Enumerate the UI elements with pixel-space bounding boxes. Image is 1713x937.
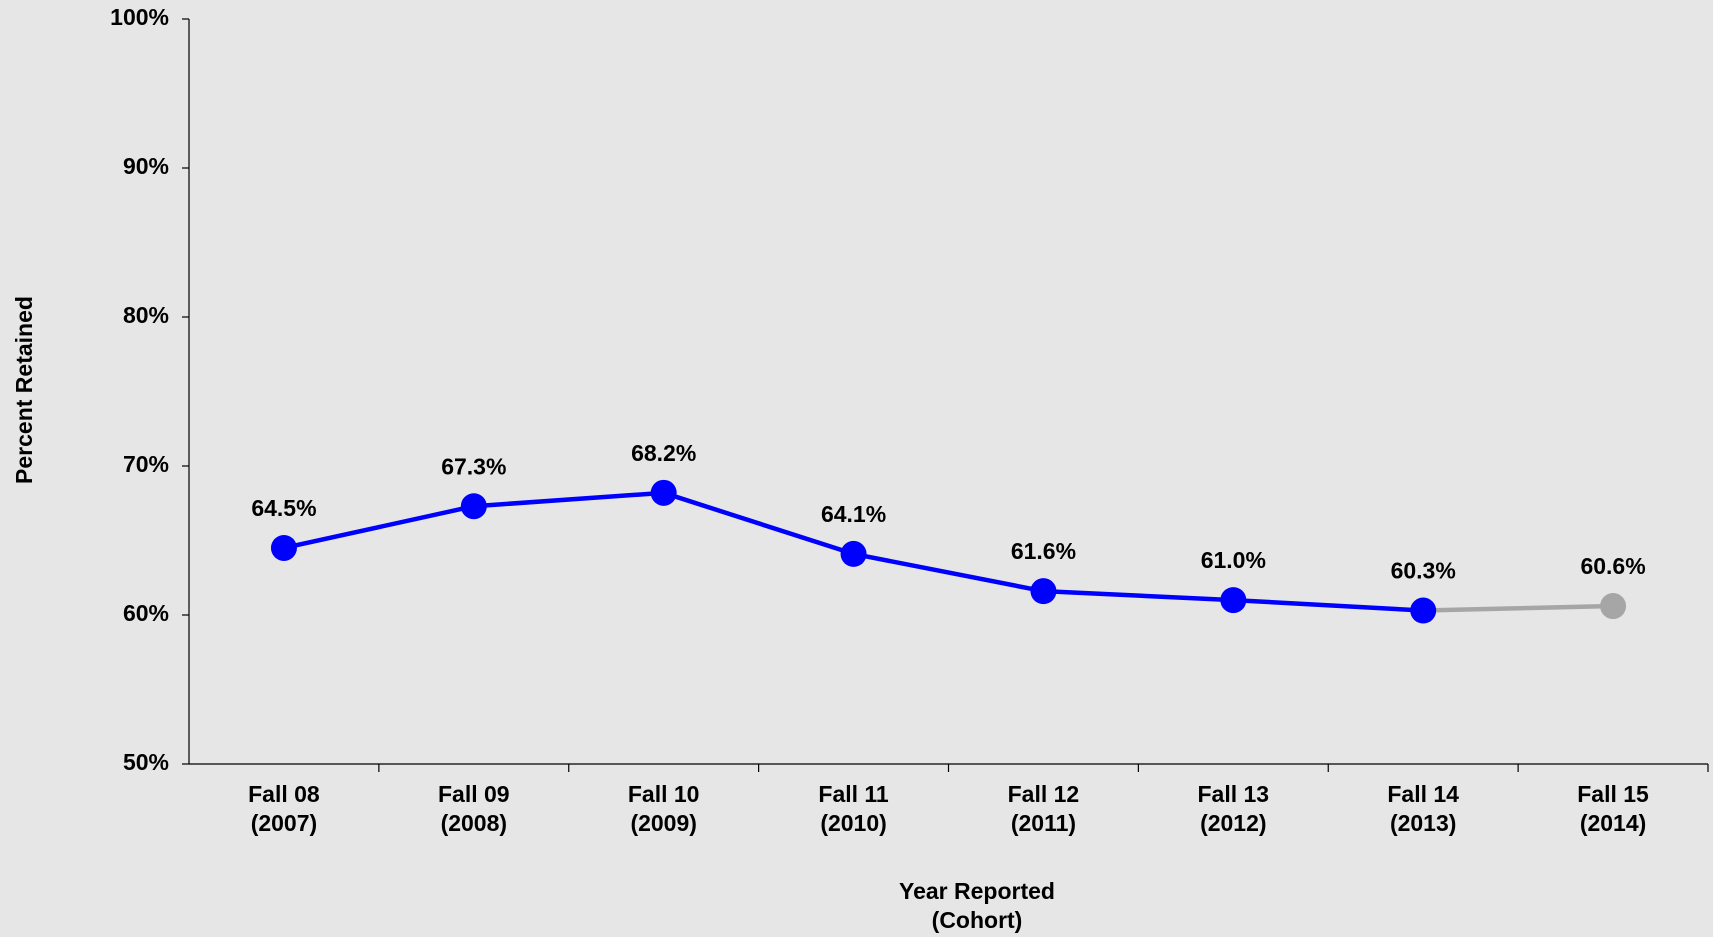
data-label: 64.1% <box>821 501 886 527</box>
data-label: 68.2% <box>631 440 696 466</box>
data-label: 61.0% <box>1201 547 1266 573</box>
y-axis-title: Percent Retained <box>11 296 37 484</box>
x-tick-label: Fall 11 (2010) <box>818 781 889 836</box>
y-tick-label: 80% <box>123 302 169 328</box>
point <box>1220 587 1247 614</box>
point <box>1030 578 1057 605</box>
point <box>270 534 297 561</box>
point <box>460 493 487 520</box>
x-tick-label: Fall 09 (2008) <box>438 781 510 836</box>
data-label: 64.5% <box>251 495 316 521</box>
point <box>1410 597 1437 624</box>
y-tick-label: 60% <box>123 600 169 626</box>
data-label: 60.3% <box>1391 558 1456 584</box>
point <box>1600 593 1627 620</box>
x-tick-label: Fall 14 (2013) <box>1387 781 1459 836</box>
data-label: 61.6% <box>1011 538 1076 564</box>
point <box>840 540 867 567</box>
x-tick-label: Fall 10 (2009) <box>628 781 700 836</box>
data-label: 67.3% <box>441 453 506 479</box>
data-label: 60.6% <box>1580 553 1645 579</box>
y-tick-label: 70% <box>123 451 169 477</box>
point <box>650 479 677 506</box>
y-tick-label: 100% <box>110 4 169 30</box>
line <box>1423 603 1614 613</box>
x-tick-label: Fall 15 (2014) <box>1577 781 1649 836</box>
x-tick-label: Fall 13 (2012) <box>1198 781 1270 836</box>
x-tick-label: Fall 12 (2011) <box>1008 781 1080 836</box>
x-axis-title: Year Reported (Cohort) <box>899 878 1055 933</box>
x-tick-label: Fall 08 (2007) <box>248 781 320 836</box>
y-tick-label: 90% <box>123 153 169 179</box>
y-tick-label: 50% <box>123 749 169 775</box>
